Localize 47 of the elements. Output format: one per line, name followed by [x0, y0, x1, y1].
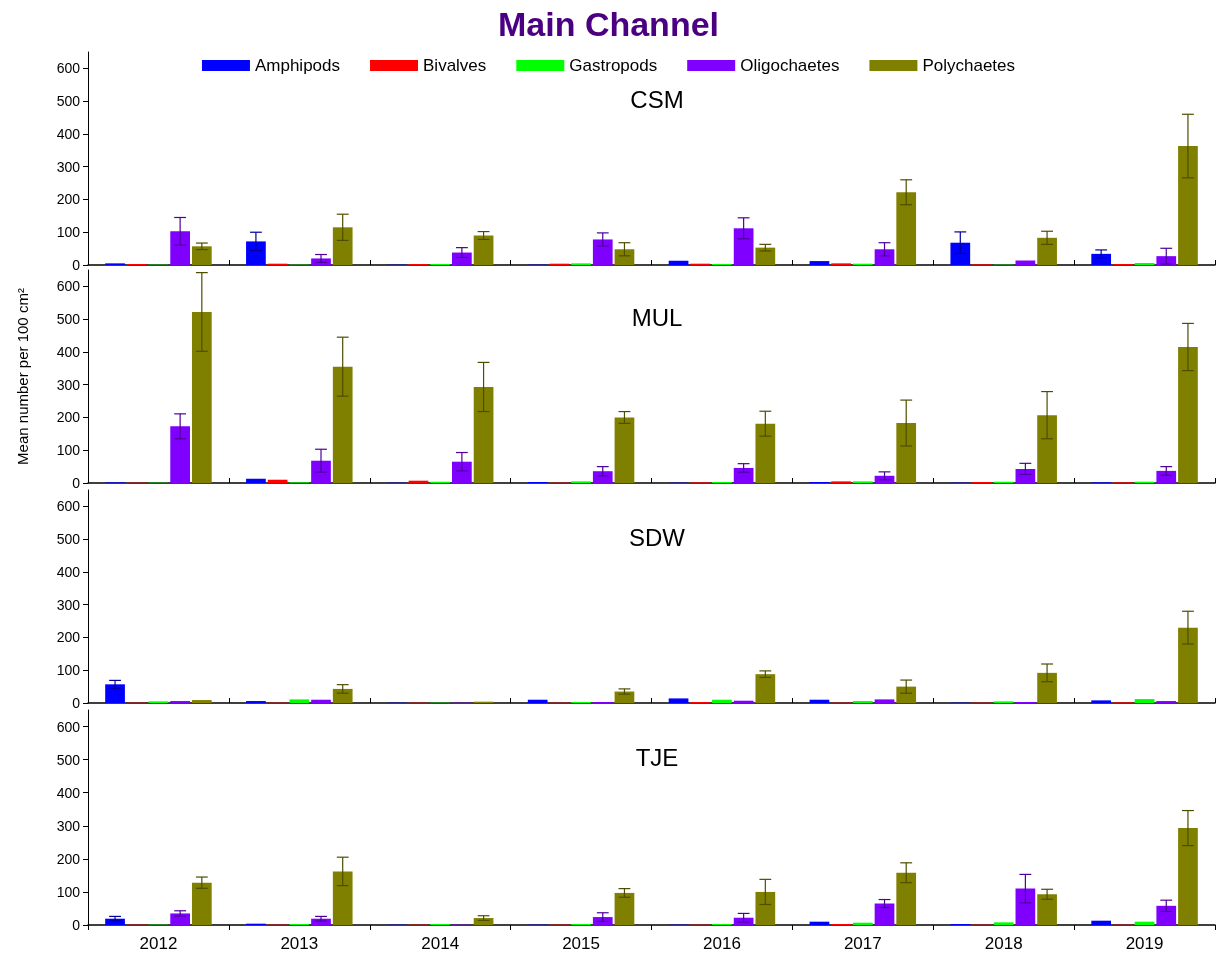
legend-label: Amphipods: [254, 56, 341, 75]
text: TJE: [635, 743, 679, 771]
x-tick-label: 2013: [280, 934, 319, 953]
x-tick-label: 2016: [703, 934, 741, 953]
y-tick-label: 300: [56, 376, 81, 393]
y-tick-label: 200: [56, 629, 81, 646]
y-tick-label: 200: [56, 409, 81, 426]
text: MUL: [631, 303, 683, 331]
y-tick-label: 200: [56, 191, 81, 208]
y-tick-label: 500: [56, 531, 81, 548]
y-tick-label: 400: [56, 563, 81, 580]
x-tick-label: 2014: [421, 934, 460, 953]
text: SDW: [629, 523, 686, 551]
y-tick-label: 600: [56, 718, 81, 735]
y-tick-label: 600: [56, 498, 81, 515]
legend-label: Bivalves: [423, 56, 487, 75]
y-tick-label: 0: [72, 917, 81, 933]
y-tick-label: 100: [56, 442, 81, 459]
x-tick-label: 2015: [562, 934, 600, 953]
chart-title: Main Channel: [497, 5, 720, 43]
y-tick-label: 600: [56, 278, 81, 295]
y-tick-label: 100: [56, 883, 81, 900]
x-tick-label: 2019: [1125, 934, 1164, 953]
x-tick-label: 2012: [139, 934, 178, 953]
legend-label: Gastropods: [569, 56, 658, 75]
legend-label: Polychaetes: [922, 56, 1016, 75]
y-tick-label: 600: [56, 60, 81, 77]
y-tick-label: 400: [56, 125, 81, 142]
legend-label: Oligochaetes: [740, 56, 840, 75]
y-axis-title: Mean number per 100 cm²: [14, 288, 31, 465]
y-tick-label: 0: [72, 695, 81, 711]
y-tick-label: 300: [56, 158, 81, 175]
y-tick-label: 400: [56, 784, 81, 801]
text: CSM: [630, 85, 684, 113]
y-tick-label: 300: [56, 817, 81, 834]
y-tick-label: 400: [56, 343, 81, 360]
y-tick-label: 100: [56, 662, 81, 679]
y-tick-label: 0: [72, 257, 81, 273]
y-tick-label: 500: [56, 311, 81, 328]
x-tick-label: 2018: [984, 934, 1023, 953]
y-tick-label: 100: [56, 224, 81, 241]
y-tick-label: 0: [72, 475, 81, 491]
y-tick-label: 300: [56, 596, 81, 613]
y-tick-label: 200: [56, 850, 81, 867]
y-tick-label: 500: [56, 93, 81, 110]
y-tick-label: 500: [56, 751, 81, 768]
x-tick-label: 2017: [843, 934, 882, 953]
